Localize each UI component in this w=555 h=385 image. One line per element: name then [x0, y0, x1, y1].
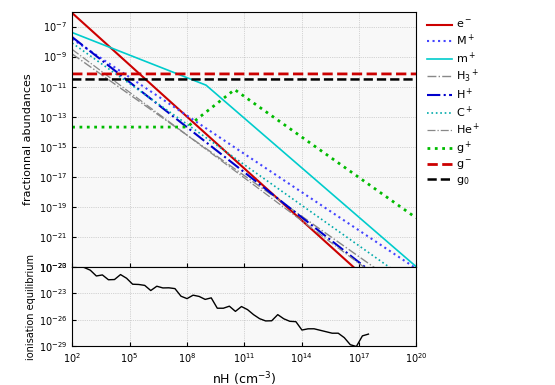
g$^+$: [340, 164, 346, 169]
g$^-$: [403, 72, 410, 76]
M$^+$: [413, 266, 420, 271]
g$^-$: [413, 72, 420, 76]
g$^-$: [69, 72, 75, 76]
M$^+$: [69, 37, 75, 41]
Line: He$^+$: He$^+$: [72, 49, 416, 306]
g$^+$: [236, 91, 243, 95]
C$^+$: [236, 159, 243, 164]
e$^-$: [87, 27, 93, 31]
C$^+$: [69, 41, 75, 45]
H$^+$: [236, 166, 243, 171]
X-axis label: nH (cm$^{-3}$): nH (cm$^{-3}$): [212, 371, 276, 385]
H$_3$$^+$: [227, 164, 234, 168]
C$^+$: [87, 53, 93, 58]
H$^+$: [340, 248, 346, 252]
H$_3$$^+$: [403, 288, 410, 292]
g$_0$: [413, 77, 420, 82]
M$^+$: [87, 49, 93, 53]
C$^+$: [403, 277, 410, 281]
He$^+$: [403, 296, 410, 301]
H$_3$$^+$: [236, 170, 243, 174]
m$^+$: [87, 37, 93, 42]
H$_3$$^+$: [87, 64, 93, 69]
e$^-$: [236, 162, 243, 166]
M$^+$: [403, 259, 410, 264]
g$^+$: [87, 125, 93, 129]
Y-axis label: fractionnal abundances: fractionnal abundances: [23, 73, 33, 205]
g$_0$: [236, 77, 243, 82]
C$^+$: [340, 232, 346, 237]
g$^-$: [403, 72, 410, 76]
g$_0$: [87, 77, 93, 82]
He$^+$: [403, 296, 410, 301]
g$^+$: [69, 125, 75, 129]
H$^+$: [227, 159, 234, 164]
g$^-$: [236, 72, 243, 76]
g$^-$: [227, 72, 234, 76]
H$_3$$^+$: [403, 288, 410, 292]
Line: e$^-$: e$^-$: [72, 13, 416, 324]
C$^+$: [403, 277, 410, 281]
H$^+$: [87, 49, 93, 53]
g$_0$: [69, 77, 75, 82]
M$^+$: [227, 142, 234, 147]
Line: M$^+$: M$^+$: [72, 39, 416, 269]
g$^-$: [340, 72, 346, 76]
C$^+$: [413, 284, 420, 288]
e$^-$: [413, 321, 420, 326]
g$_0$: [403, 77, 410, 82]
e$^-$: [403, 312, 410, 317]
g$^-$: [87, 72, 93, 76]
Y-axis label: ionisation equilibrium: ionisation equilibrium: [26, 254, 36, 360]
Line: H$^+$: H$^+$: [72, 37, 416, 307]
e$^-$: [403, 312, 410, 317]
H$^+$: [69, 35, 75, 39]
g$^+$: [403, 209, 410, 213]
He$^+$: [340, 249, 346, 254]
m$^+$: [403, 256, 410, 260]
H$_3$$^+$: [413, 295, 420, 300]
H$^+$: [413, 305, 420, 310]
He$^+$: [227, 165, 234, 170]
g$^+$: [413, 216, 420, 220]
C$^+$: [227, 152, 234, 157]
m$^+$: [236, 112, 243, 116]
Line: g$^+$: g$^+$: [72, 90, 416, 218]
e$^-$: [227, 154, 234, 158]
Legend: e$^-$, M$^+$, m$^+$, H$_3$$^+$, H$^+$, C$^+$, He$^+$, g$^+$, g$^-$, g$_0$: e$^-$, M$^+$, m$^+$, H$_3$$^+$, H$^+$, C…: [425, 17, 483, 189]
H$_3$$^+$: [69, 52, 75, 56]
He$^+$: [87, 60, 93, 65]
g$_0$: [340, 77, 346, 82]
M$^+$: [403, 259, 410, 264]
He$^+$: [413, 304, 420, 308]
He$^+$: [236, 172, 243, 177]
g$^+$: [231, 87, 238, 92]
Line: H$_3$$^+$: H$_3$$^+$: [72, 54, 416, 297]
g$^+$: [227, 90, 234, 95]
g$^+$: [403, 209, 410, 213]
g$_0$: [227, 77, 234, 82]
Line: C$^+$: C$^+$: [72, 43, 416, 286]
M$^+$: [340, 218, 346, 222]
m$^+$: [227, 104, 234, 109]
H$^+$: [403, 297, 410, 302]
H$^+$: [403, 297, 410, 301]
e$^-$: [69, 11, 75, 15]
m$^+$: [340, 201, 346, 206]
m$^+$: [413, 264, 420, 269]
m$^+$: [403, 256, 410, 260]
M$^+$: [236, 148, 243, 153]
e$^-$: [340, 255, 346, 260]
m$^+$: [69, 30, 75, 35]
H$_3$$^+$: [340, 243, 346, 248]
Line: m$^+$: m$^+$: [72, 33, 416, 267]
He$^+$: [69, 47, 75, 52]
g$_0$: [403, 77, 410, 82]
